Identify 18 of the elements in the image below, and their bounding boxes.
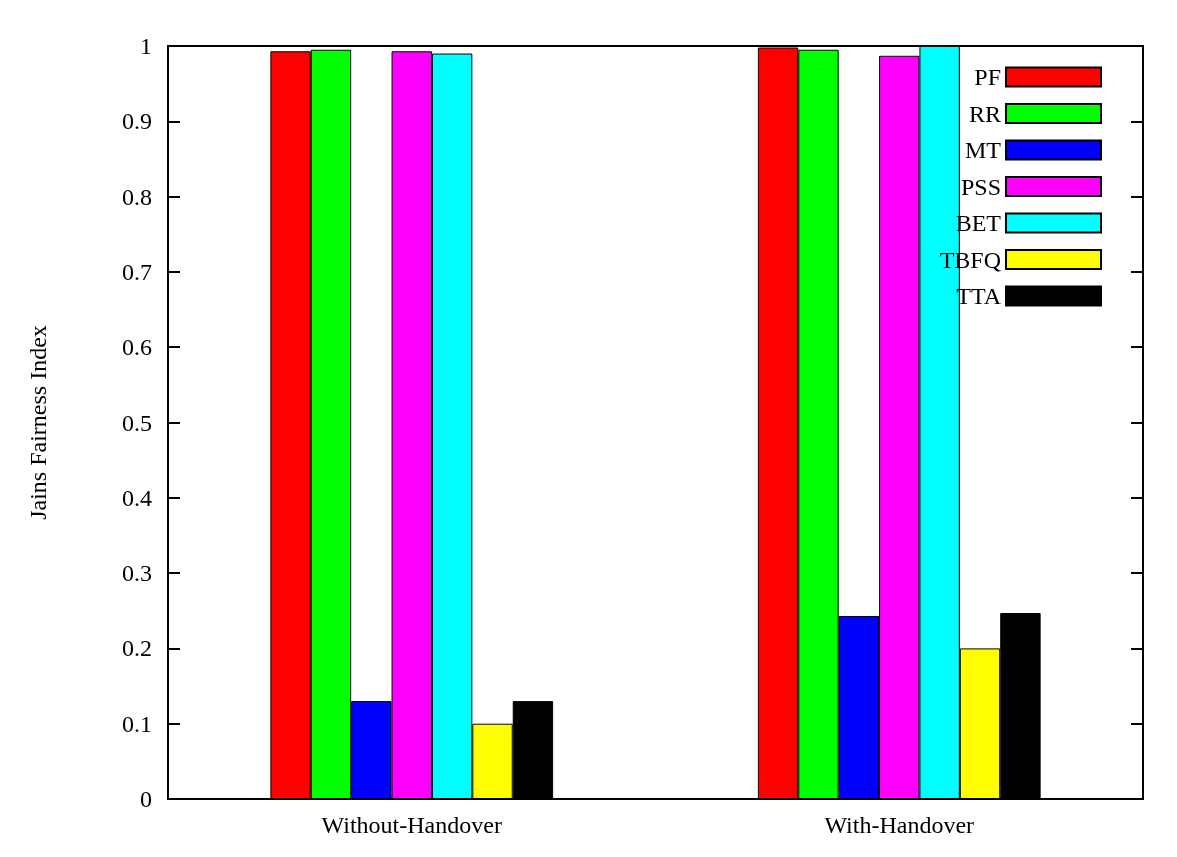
y-tick-label: 0.3 [122,560,152,587]
y-axis-title: Jains Fairness Index [25,325,51,520]
y-tick-label: 0.5 [122,409,152,436]
y-tick-label: 0.4 [122,484,152,511]
legend-label: PSS [960,173,1001,200]
y-tick-label: 0 [140,786,152,812]
legend-label: PF [974,64,1001,90]
y-tick-label: 0.9 [122,108,152,135]
y-tick-label: 0.8 [122,183,152,210]
y-tick-label: 1 [140,33,152,59]
legend-label: RR [968,100,1001,127]
y-tick-label: 0.1 [122,710,152,737]
x-tick-label: With-Handover [824,812,975,838]
y-tick-label: 0.7 [122,258,152,285]
y-tick-label: 0.6 [122,334,152,361]
y-tick-label: 0.2 [122,635,152,662]
x-tick-label: Without-Handover [321,812,502,838]
legend-label: MT [965,137,1002,163]
